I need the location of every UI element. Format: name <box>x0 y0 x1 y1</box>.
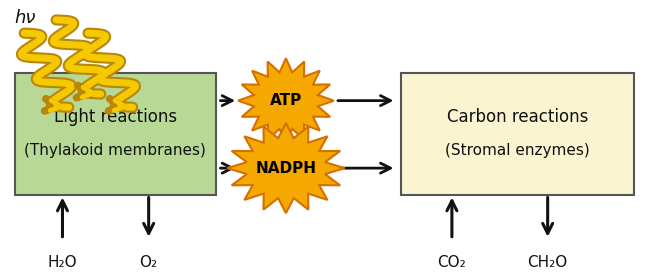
FancyBboxPatch shape <box>401 73 634 195</box>
Text: Light reactions: Light reactions <box>54 107 177 125</box>
Text: O₂: O₂ <box>139 255 157 270</box>
Polygon shape <box>227 123 345 213</box>
Text: H₂O: H₂O <box>48 255 77 270</box>
Text: hν: hν <box>15 9 36 27</box>
Polygon shape <box>238 58 334 143</box>
Text: CO₂: CO₂ <box>437 255 467 270</box>
Text: ATP: ATP <box>270 93 302 108</box>
FancyBboxPatch shape <box>15 73 216 195</box>
Text: NADPH: NADPH <box>255 161 316 176</box>
Text: Carbon reactions: Carbon reactions <box>446 107 588 125</box>
Text: (Thylakoid membranes): (Thylakoid membranes) <box>24 143 206 158</box>
Text: CH₂O: CH₂O <box>527 255 568 270</box>
Text: (Stromal enzymes): (Stromal enzymes) <box>445 143 590 158</box>
